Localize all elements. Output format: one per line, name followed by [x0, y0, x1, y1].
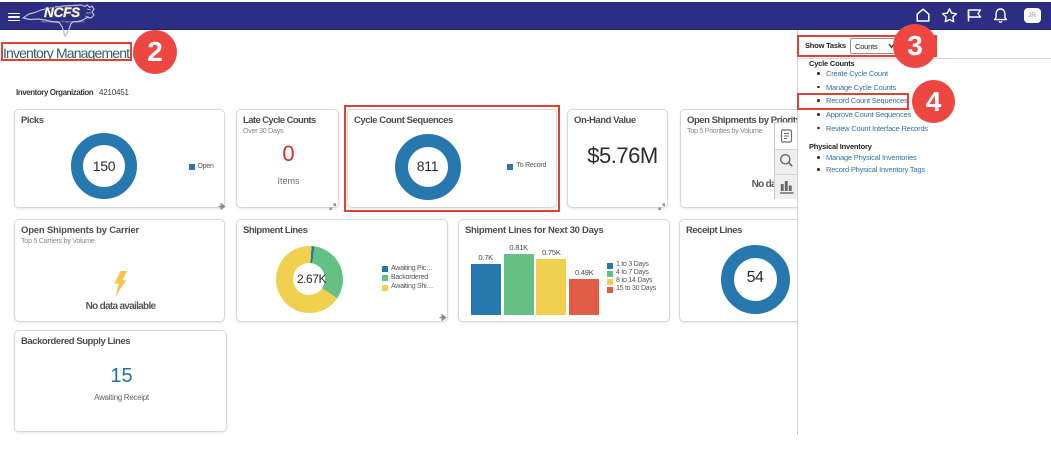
svg-text:North Carolina Financial Syste: North Carolina Financial System: [41, 20, 85, 24]
svg-text:NCFS: NCFS: [44, 5, 80, 20]
svg-text:NCFS: NCFS: [44, 5, 80, 20]
